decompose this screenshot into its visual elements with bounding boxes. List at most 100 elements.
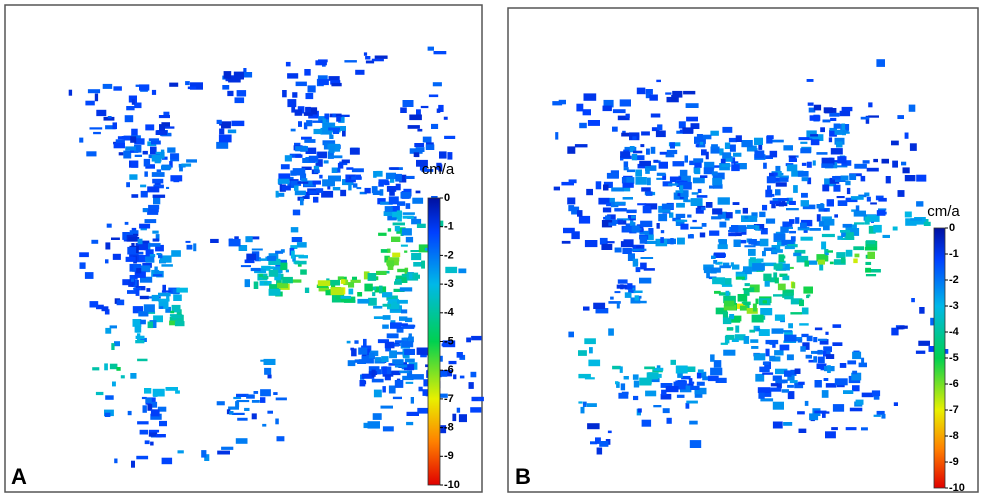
map-pixel [771,328,784,334]
map-pixel [438,164,443,172]
map-pixel [608,301,621,304]
map-pixel [364,283,373,292]
map-pixel [471,335,482,341]
map-pixel [724,142,731,149]
map-pixel [602,105,612,112]
map-pixel [744,216,749,219]
map-pixel [675,213,686,218]
map-pixel [762,389,772,397]
map-pixel [781,239,794,246]
map-pixel [832,404,845,412]
map-pixel [328,76,340,81]
map-pixel [928,346,936,352]
map-pixel [878,208,887,211]
map-pixel [348,184,352,191]
map-pixel [839,131,850,134]
map-pixel [432,82,442,87]
map-pixel [401,337,407,341]
map-pixel [759,366,770,373]
map-pixel [622,247,632,254]
map-pixel [302,196,309,199]
map-pixel [606,202,615,207]
map-pixel [159,124,165,132]
map-pixel [789,219,795,224]
map-pixel [317,280,331,286]
map-pixel [318,79,329,86]
map-pixel [743,266,752,275]
map-pixel [391,206,400,212]
map-pixel [620,383,626,391]
map-pixel [634,295,639,301]
map-pixel [836,252,846,259]
map-pixel [244,259,255,264]
map-pixel [710,146,720,154]
map-pixel [832,342,843,346]
map-pixel [833,184,841,192]
map-pixel [731,338,739,342]
map-pixel [319,174,323,179]
map-pixel [637,203,647,206]
map-pixel [735,276,745,280]
map-pixel [382,324,389,329]
map-pixel [632,244,645,252]
map-pixel [568,331,574,338]
map-pixel [637,408,642,413]
map-pixel [835,165,848,168]
map-pixel [377,339,389,344]
map-pixel [640,257,654,259]
map-pixel [147,208,159,215]
map-pixel [653,405,662,408]
map-pixel [294,109,303,116]
map-pixel [746,308,758,314]
map-pixel [388,385,396,394]
map-pixel [367,273,377,281]
map-pixel [619,366,623,373]
colorbar-tick-label: 0 [949,222,955,234]
map-pixel [148,138,159,142]
map-pixel [151,155,162,162]
map-pixel [176,287,188,293]
map-pixel [720,342,728,345]
map-pixel [325,290,332,296]
map-pixel [866,167,879,172]
map-pixel [809,413,819,421]
map-pixel [719,148,724,156]
map-pixel [151,172,165,177]
map-pixel [589,347,593,354]
map-pixel [185,81,190,86]
map-pixel [343,279,349,286]
map-pixel [800,236,813,241]
map-pixel [676,394,685,398]
map-pixel [135,242,148,251]
map-pixel [778,260,786,264]
map-pixel [390,320,396,325]
map-pixel [793,185,798,193]
map-pixel [699,232,706,238]
map-pixel [715,262,720,265]
map-pixel [580,406,585,414]
map-pixel [408,336,414,343]
map-pixel [623,161,629,168]
map-pixel [649,94,658,101]
map-pixel [147,311,156,314]
map-pixel [125,146,136,151]
map-pixel [567,197,576,205]
map-pixel [691,192,699,195]
map-pixel [245,236,253,243]
map-pixel [786,354,794,361]
map-pixel [157,406,167,412]
map-pixel [145,164,155,169]
map-pixel [115,139,125,146]
map-pixel [137,421,149,425]
map-pixel [131,243,135,248]
map-pixel [612,109,626,114]
map-pixel [420,354,427,358]
map-pixel [817,259,825,265]
map-pixel [406,411,419,416]
map-pixel [371,369,376,377]
map-pixel [629,132,640,141]
map-pixel [711,216,722,220]
map-pixel [751,314,764,323]
map-pixel [278,192,285,197]
map-pixel [858,194,867,198]
